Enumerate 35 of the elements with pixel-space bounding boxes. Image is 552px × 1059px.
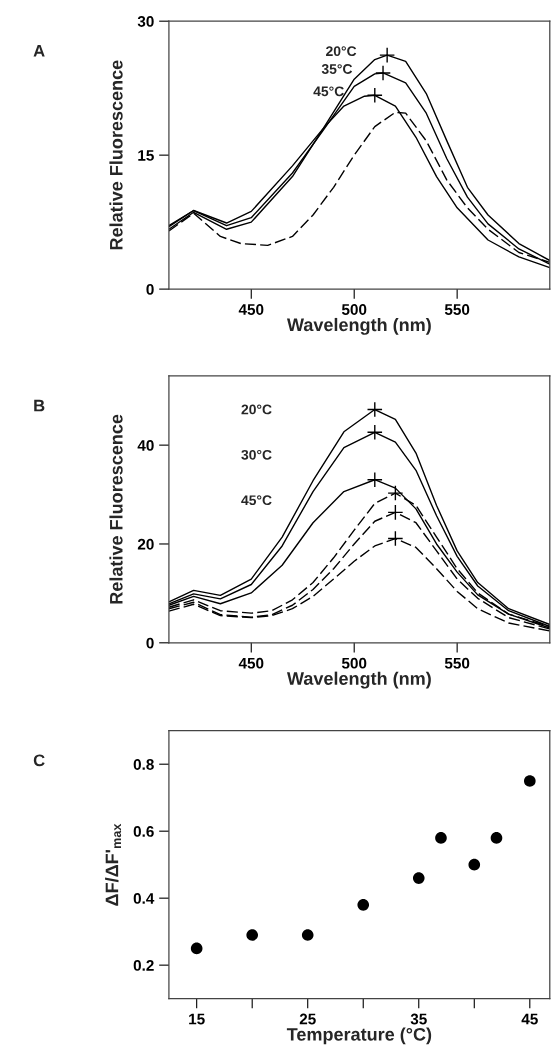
x-tick-label: 35 [410, 1013, 427, 1025]
x-tick-label: 15 [189, 1013, 205, 1025]
text: A [33, 45, 45, 57]
x-tick-label: 500 [341, 304, 367, 315]
x-axis-title: Temperature (°C) [286, 1027, 432, 1045]
annotation: 45°C [313, 86, 344, 97]
y-axis-title: ΔF/ΔF'$_{max}$ [105, 823, 122, 906]
x-tick-label: 450 [238, 304, 264, 315]
y-tick-label: 0 [146, 283, 154, 295]
y-tick-label: 0.2 [133, 960, 154, 971]
y-tick-label: 0.4 [133, 893, 155, 904]
y-tick-label: 0.8 [133, 759, 154, 770]
x-axis-title: Wavelength (nm) [286, 671, 431, 689]
annotation: 30°C [241, 449, 272, 460]
x-tick-label: 25 [299, 1013, 316, 1025]
y-tick-label: 30 [137, 16, 154, 27]
text: B [34, 399, 45, 412]
y-axis-title: Relative Fluorescence [109, 60, 123, 250]
y-tick-label: 15 [138, 150, 154, 161]
annotation: 35°C [321, 64, 353, 74]
x-tick-label: 550 [444, 657, 470, 669]
annotation: 20°C [241, 404, 272, 415]
text: C [33, 754, 45, 767]
y-tick-label: 0.6 [133, 826, 154, 837]
y-tick-label: 40 [137, 440, 154, 451]
y-tick-label: 0 [146, 637, 154, 649]
annotation: 20°C [326, 46, 357, 57]
x-tick-label: 500 [341, 657, 367, 669]
x-tick-label: 45 [521, 1013, 538, 1025]
y-axis-title: Relative Fluorescence [109, 414, 123, 604]
y-tick-label: 20 [137, 538, 154, 550]
annotation: 45°C [241, 495, 272, 506]
x-tick-label: 450 [238, 657, 264, 669]
x-axis-title: Wavelength (nm) [286, 317, 431, 335]
x-tick-label: 550 [444, 304, 470, 315]
